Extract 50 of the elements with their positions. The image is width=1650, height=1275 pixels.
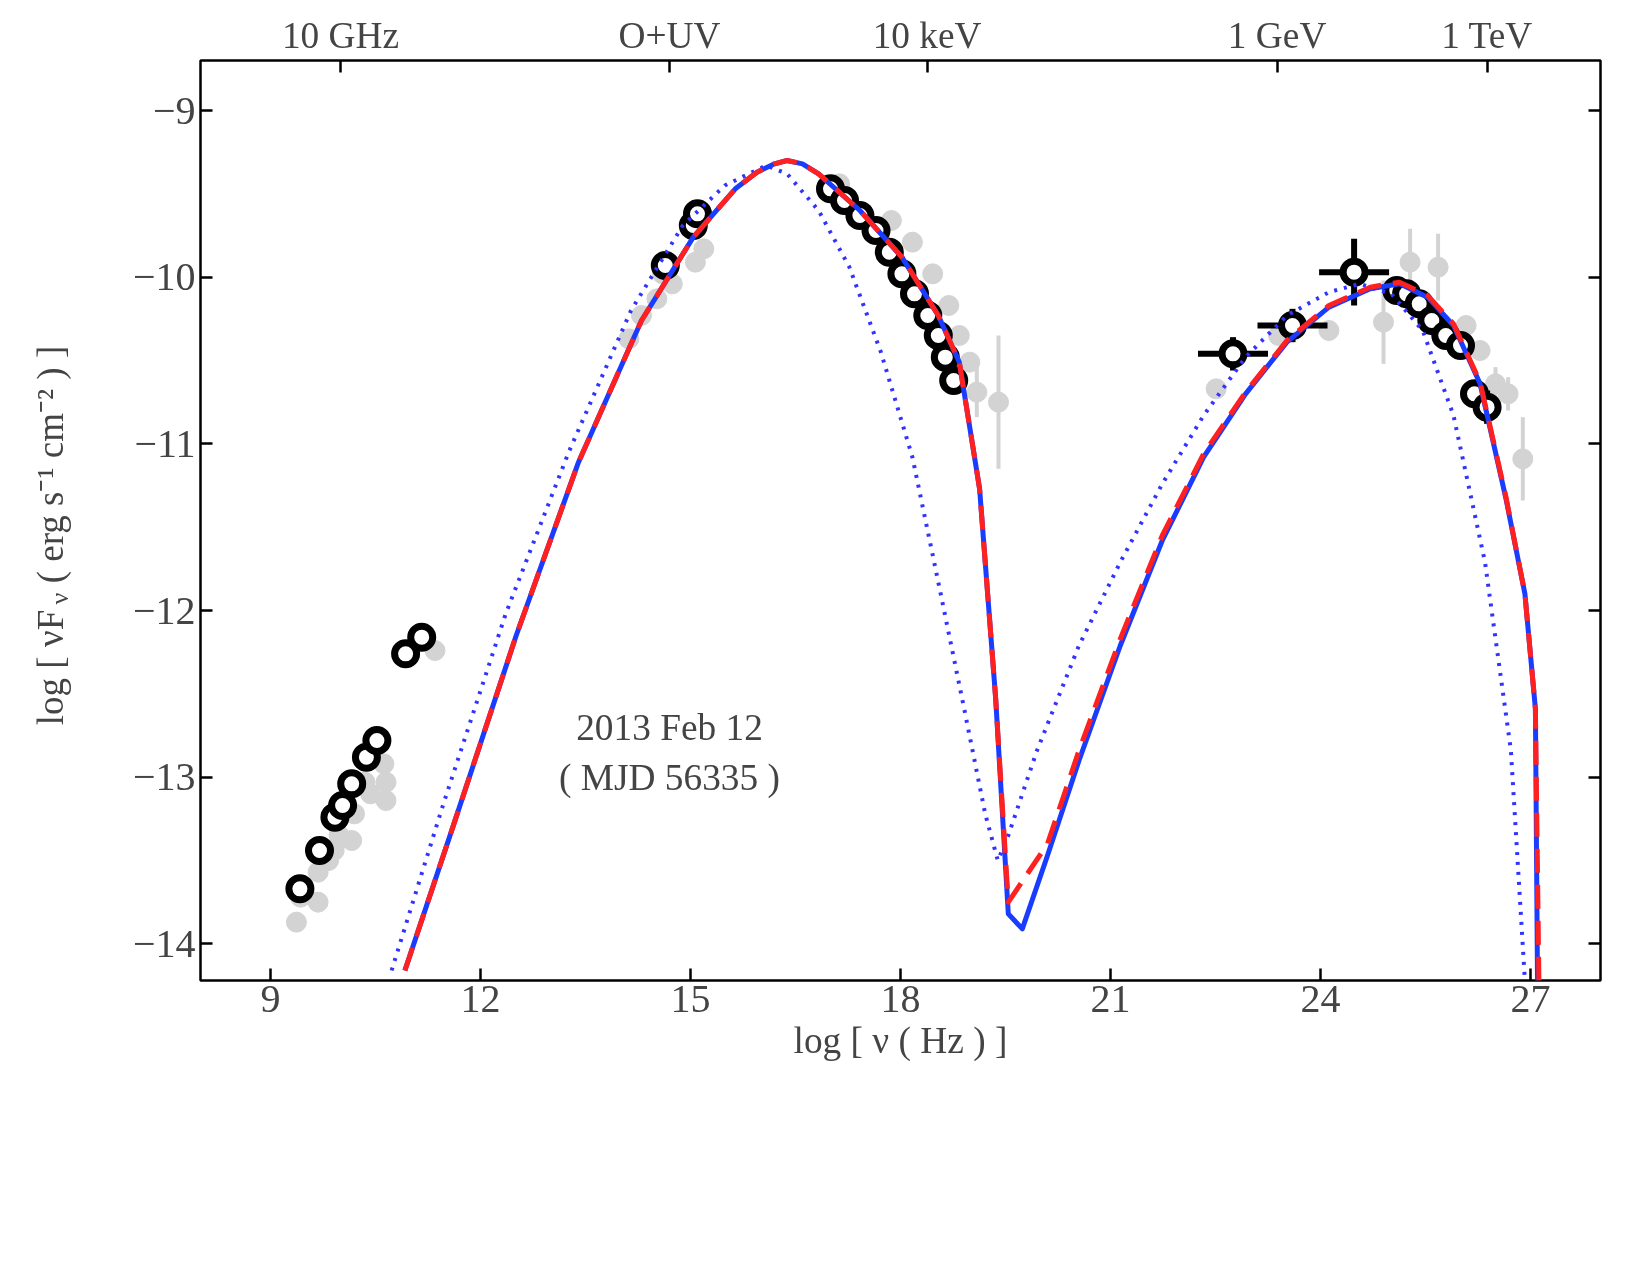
y-axis-title: log [ νFν ( erg s⁻¹ cm⁻² ) ] (30, 345, 74, 726)
x-tick-label: 24 (1300, 975, 1341, 1021)
point (285, 911, 307, 933)
y-tick-label: −11 (134, 420, 196, 466)
point (1373, 311, 1394, 333)
point (1339, 257, 1369, 287)
point (1205, 378, 1227, 400)
point (375, 790, 397, 811)
point (948, 325, 970, 346)
point (307, 891, 329, 913)
point (966, 381, 988, 403)
point (391, 639, 421, 669)
point (337, 769, 367, 799)
annotation: 1 GeV (1227, 14, 1327, 56)
x-tick-label: 21 (1090, 975, 1131, 1021)
y-tick-label: −13 (132, 754, 196, 800)
point (922, 263, 944, 285)
x-axis-title: log [ ν ( Hz ) ] (793, 1019, 1008, 1062)
point (1497, 383, 1519, 405)
annotation: ( MJD 56335 ) (559, 756, 780, 799)
x-tick-label: 12 (460, 975, 501, 1021)
annotation: 10 GHz (281, 14, 400, 56)
point (285, 874, 315, 904)
point (1218, 339, 1248, 369)
x-tick-label: 15 (670, 975, 711, 1021)
y-tick-label: −14 (132, 920, 196, 966)
point (1512, 448, 1534, 470)
point (1399, 251, 1421, 273)
point (988, 391, 1009, 413)
point (901, 231, 923, 253)
y-tick-label: −9 (152, 87, 196, 133)
annotation: 1 TeV (1441, 14, 1533, 56)
point (375, 771, 397, 793)
point (362, 726, 392, 755)
x-tick-label: 27 (1510, 975, 1551, 1021)
point (1427, 256, 1449, 278)
point (328, 791, 358, 820)
annotation: 10 keV (872, 14, 982, 56)
y-tick-label: −12 (132, 587, 196, 633)
point (938, 295, 960, 316)
point (341, 830, 363, 851)
x-tick-label: 9 (260, 975, 281, 1021)
point (305, 836, 334, 865)
point (693, 238, 715, 260)
annotation: O+UV (618, 14, 721, 56)
x-tick-label: 18 (880, 975, 921, 1021)
annotation: 2013 Feb 12 (576, 706, 763, 748)
point (407, 622, 437, 652)
y-tick-label: −10 (132, 254, 196, 300)
point (959, 351, 981, 373)
